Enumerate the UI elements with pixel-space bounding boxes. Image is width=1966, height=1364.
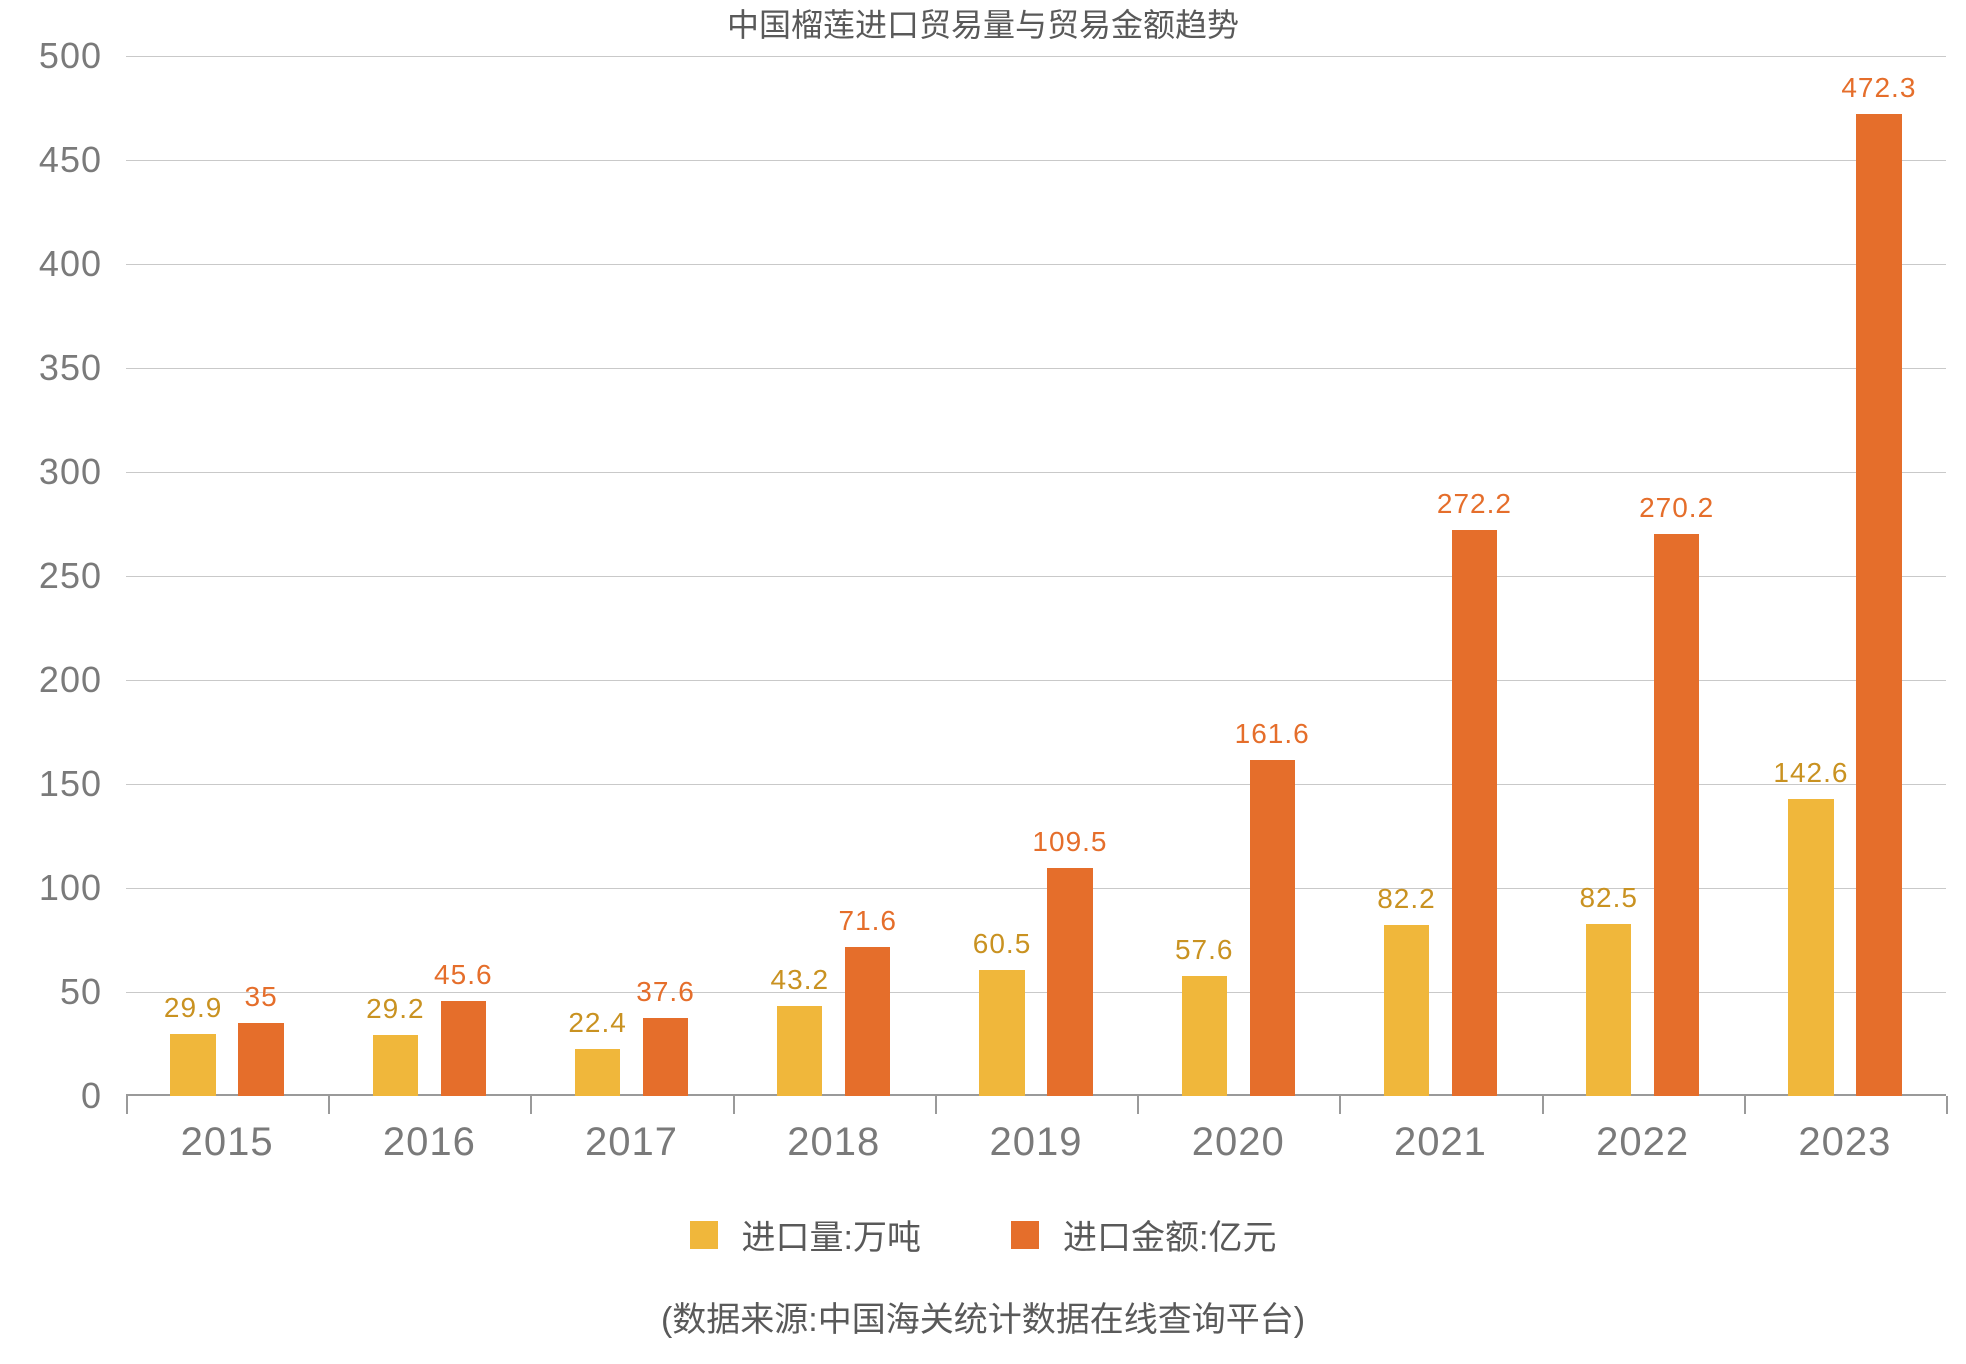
- x-tick-mark: [1137, 1096, 1139, 1114]
- legend-label: 进口量:万吨: [742, 1210, 921, 1259]
- x-tick-mark: [1542, 1096, 1544, 1114]
- legend: 进口量:万吨 进口金额:亿元: [0, 1210, 1966, 1259]
- gridline: [126, 472, 1946, 473]
- bar-volume: [979, 970, 1024, 1096]
- y-tick-label: 450: [0, 139, 102, 181]
- bar-value-label: 71.6: [839, 905, 898, 937]
- bar-volume: [1586, 924, 1631, 1096]
- bar-value: [1047, 868, 1092, 1096]
- bar-value-label: 45.6: [434, 959, 493, 991]
- x-tick-label: 2023: [1798, 1120, 1891, 1165]
- plot-area: 050100150200250300350400450500201529.935…: [126, 56, 1946, 1096]
- bar-value: [643, 1018, 688, 1096]
- bar-value-label: 109.5: [1032, 826, 1107, 858]
- bar-value: [441, 1001, 486, 1096]
- bar-value-label: 60.5: [973, 928, 1032, 960]
- bar-volume: [373, 1035, 418, 1096]
- bar-value-label: 29.2: [366, 993, 425, 1025]
- x-tick-label: 2022: [1596, 1120, 1689, 1165]
- bar-value: [238, 1023, 283, 1096]
- x-tick-label: 2015: [181, 1120, 274, 1165]
- y-tick-label: 50: [0, 971, 102, 1013]
- bar-value: [1654, 534, 1699, 1096]
- y-tick-label: 350: [0, 347, 102, 389]
- y-tick-label: 300: [0, 451, 102, 493]
- bar-value-label: 142.6: [1773, 757, 1848, 789]
- bar-value-label: 35: [245, 981, 278, 1013]
- source-note: (数据来源:中国海关统计数据在线查询平台): [0, 1292, 1966, 1341]
- chart-title: 中国榴莲进口贸易量与贸易金额趋势: [0, 0, 1966, 46]
- legend-swatch: [1011, 1221, 1039, 1249]
- bar-value-label: 270.2: [1639, 492, 1714, 524]
- gridline: [126, 264, 1946, 265]
- y-tick-label: 100: [0, 867, 102, 909]
- bar-value: [845, 947, 890, 1096]
- y-tick-label: 200: [0, 659, 102, 701]
- x-tick-mark: [935, 1096, 937, 1114]
- bar-value-label: 43.2: [771, 964, 830, 996]
- bar-value-label: 22.4: [568, 1007, 627, 1039]
- x-tick-mark: [1339, 1096, 1341, 1114]
- bar-value: [1452, 530, 1497, 1096]
- y-tick-label: 400: [0, 243, 102, 285]
- bar-volume: [1788, 799, 1833, 1096]
- gridline: [126, 368, 1946, 369]
- y-tick-label: 500: [0, 35, 102, 77]
- x-tick-mark: [328, 1096, 330, 1114]
- bar-volume: [1384, 925, 1429, 1096]
- bar-value-label: 57.6: [1175, 934, 1234, 966]
- bar-value-label: 82.2: [1377, 883, 1436, 915]
- gridline: [126, 160, 1946, 161]
- legend-label: 进口金额:亿元: [1063, 1210, 1276, 1259]
- bar-value-label: 82.5: [1579, 882, 1638, 914]
- x-tick-mark: [1744, 1096, 1746, 1114]
- x-tick-label: 2018: [787, 1120, 880, 1165]
- bar-volume: [1182, 976, 1227, 1096]
- bar-volume: [170, 1034, 215, 1096]
- x-tick-label: 2016: [383, 1120, 476, 1165]
- bar-volume: [777, 1006, 822, 1096]
- durian-import-chart: 中国榴莲进口贸易量与贸易金额趋势 0 50 100 150 200 250 300 350 40…: [0, 0, 1966, 1364]
- y-tick-label: 150: [0, 763, 102, 805]
- bar-value-label: 161.6: [1235, 718, 1310, 750]
- bar-value-label: 29.9: [164, 992, 223, 1024]
- x-tick-mark: [1946, 1096, 1948, 1114]
- x-tick-label: 2021: [1394, 1120, 1487, 1165]
- bar-value: [1250, 760, 1295, 1096]
- x-tick-label: 2019: [990, 1120, 1083, 1165]
- legend-item-value: 进口金额:亿元: [1011, 1210, 1276, 1259]
- x-tick-mark: [126, 1096, 128, 1114]
- y-tick-label: 0: [0, 1075, 102, 1117]
- x-tick-label: 2017: [585, 1120, 678, 1165]
- x-tick-mark: [530, 1096, 532, 1114]
- x-tick-mark: [733, 1096, 735, 1114]
- bar-value-label: 37.6: [636, 976, 695, 1008]
- bar-value-label: 472.3: [1841, 72, 1916, 104]
- legend-swatch: [690, 1221, 718, 1249]
- gridline: [126, 56, 1946, 57]
- x-tick-label: 2020: [1192, 1120, 1285, 1165]
- bar-value: [1856, 114, 1901, 1096]
- bar-value-label: 272.2: [1437, 488, 1512, 520]
- bar-volume: [575, 1049, 620, 1096]
- legend-item-volume: 进口量:万吨: [690, 1210, 921, 1259]
- y-tick-label: 250: [0, 555, 102, 597]
